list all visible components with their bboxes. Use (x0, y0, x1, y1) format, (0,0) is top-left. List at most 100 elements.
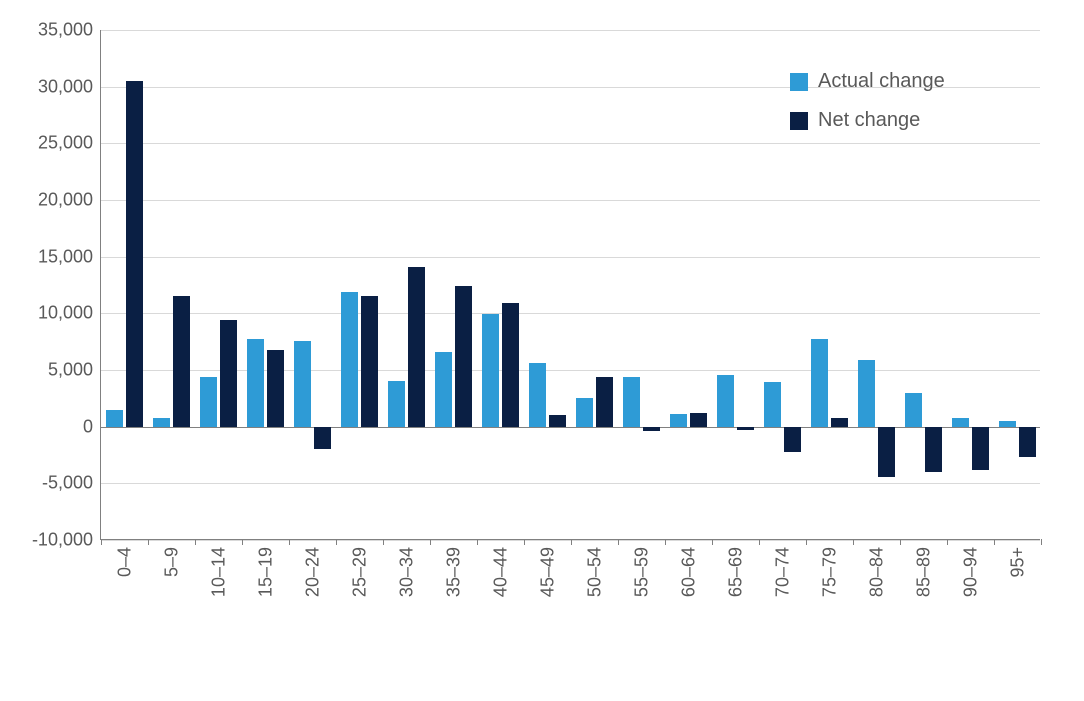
x-tick (336, 539, 337, 545)
bar-net-change (314, 427, 332, 450)
x-tick (430, 539, 431, 545)
bar-actual-change (153, 418, 171, 427)
bar-net-change (126, 81, 144, 427)
x-tick-label: 90–94 (960, 547, 981, 597)
y-tick-label: 0 (83, 416, 101, 437)
x-tick (759, 539, 760, 545)
y-tick-label: 25,000 (38, 133, 101, 154)
bar-actual-change (106, 410, 124, 427)
legend-swatch (790, 73, 808, 91)
bar-actual-change (717, 375, 735, 427)
x-tick (524, 539, 525, 545)
x-tick-label: 40–44 (490, 547, 511, 597)
bar-net-change (972, 427, 990, 470)
bar-actual-change (576, 398, 594, 426)
bar-net-change (361, 296, 379, 426)
y-tick-label: -10,000 (32, 530, 101, 551)
x-tick-label: 45–49 (537, 547, 558, 597)
legend-label: Actual change (818, 70, 945, 93)
x-tick (712, 539, 713, 545)
bar-actual-change (341, 292, 359, 427)
bar-actual-change (388, 381, 406, 426)
y-tick-label: 20,000 (38, 190, 101, 211)
bar-actual-change (952, 418, 970, 427)
legend-swatch (790, 112, 808, 130)
x-tick (571, 539, 572, 545)
gridline (101, 200, 1040, 201)
x-tick-label: 5–9 (161, 547, 182, 577)
legend: Actual change Net change (790, 70, 945, 132)
bar-net-change (502, 303, 520, 427)
bar-net-change (549, 415, 567, 426)
bar-actual-change (999, 421, 1017, 427)
bar-actual-change (482, 314, 500, 426)
x-tick-label: 65–69 (725, 547, 746, 597)
y-tick-label: 35,000 (38, 20, 101, 41)
bar-net-change (925, 427, 943, 472)
bar-net-change (831, 418, 849, 427)
x-tick-label: 15–19 (255, 547, 276, 597)
y-tick-label: 5,000 (48, 360, 101, 381)
chart-container: -10,000 -5,000 0 5,000 10,000 15,000 20,000 25,… (0, 0, 1084, 701)
x-tick (101, 539, 102, 545)
bar-net-change (643, 427, 661, 432)
x-tick (853, 539, 854, 545)
x-tick (148, 539, 149, 545)
bar-actual-change (811, 339, 829, 426)
x-tick-label: 75–79 (819, 547, 840, 597)
x-tick-label: 25–29 (349, 547, 370, 597)
gridline (101, 370, 1040, 371)
x-tick-label: 95+ (1007, 547, 1028, 578)
bar-net-change (173, 296, 191, 426)
bar-actual-change (294, 341, 312, 427)
bar-net-change (455, 286, 473, 427)
bar-actual-change (858, 360, 876, 427)
bar-net-change (267, 350, 285, 427)
gridline (101, 30, 1040, 31)
y-tick-label: 15,000 (38, 246, 101, 267)
zero-line (101, 427, 1040, 428)
x-tick (1041, 539, 1042, 545)
x-tick-label: 50–54 (584, 547, 605, 597)
bar-net-change (596, 377, 614, 427)
x-tick (195, 539, 196, 545)
bar-net-change (878, 427, 896, 477)
bar-net-change (690, 413, 708, 427)
x-tick (994, 539, 995, 545)
bar-actual-change (623, 377, 641, 427)
x-tick (383, 539, 384, 545)
x-tick (665, 539, 666, 545)
bar-actual-change (435, 352, 453, 427)
x-tick (618, 539, 619, 545)
legend-item: Net change (790, 109, 945, 132)
x-tick (477, 539, 478, 545)
gridline (101, 143, 1040, 144)
x-tick (242, 539, 243, 545)
x-tick-label: 80–84 (866, 547, 887, 597)
y-tick-label: 10,000 (38, 303, 101, 324)
bar-actual-change (764, 382, 782, 426)
x-tick-label: 70–74 (772, 547, 793, 597)
bar-net-change (784, 427, 802, 452)
bar-net-change (737, 427, 755, 430)
x-tick-label: 35–39 (443, 547, 464, 597)
x-tick-label: 55–59 (631, 547, 652, 597)
x-tick-label: 20–24 (302, 547, 323, 597)
bar-net-change (220, 320, 238, 427)
bar-actual-change (670, 414, 688, 426)
x-tick-label: 10–14 (208, 547, 229, 597)
x-tick (289, 539, 290, 545)
x-tick (900, 539, 901, 545)
bar-actual-change (529, 363, 547, 426)
bar-actual-change (247, 339, 265, 426)
x-tick-label: 0–4 (114, 547, 135, 577)
y-tick-label: -5,000 (42, 473, 101, 494)
y-tick-label: 30,000 (38, 76, 101, 97)
gridline (101, 483, 1040, 484)
bar-actual-change (905, 393, 923, 427)
bar-actual-change (200, 377, 218, 427)
bar-net-change (408, 267, 426, 427)
x-tick-label: 30–34 (396, 547, 417, 597)
gridline (101, 257, 1040, 258)
x-tick-label: 60–64 (678, 547, 699, 597)
